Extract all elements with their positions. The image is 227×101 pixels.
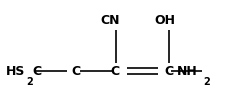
Text: C: C	[164, 65, 173, 78]
Text: C: C	[110, 65, 119, 78]
Text: CN: CN	[101, 14, 120, 27]
Text: 2: 2	[26, 77, 33, 87]
Text: 2: 2	[204, 77, 210, 87]
Text: C: C	[32, 65, 42, 78]
Text: OH: OH	[154, 14, 175, 27]
Text: NH: NH	[177, 65, 197, 78]
Text: HS: HS	[6, 65, 26, 78]
Text: C: C	[72, 65, 81, 78]
